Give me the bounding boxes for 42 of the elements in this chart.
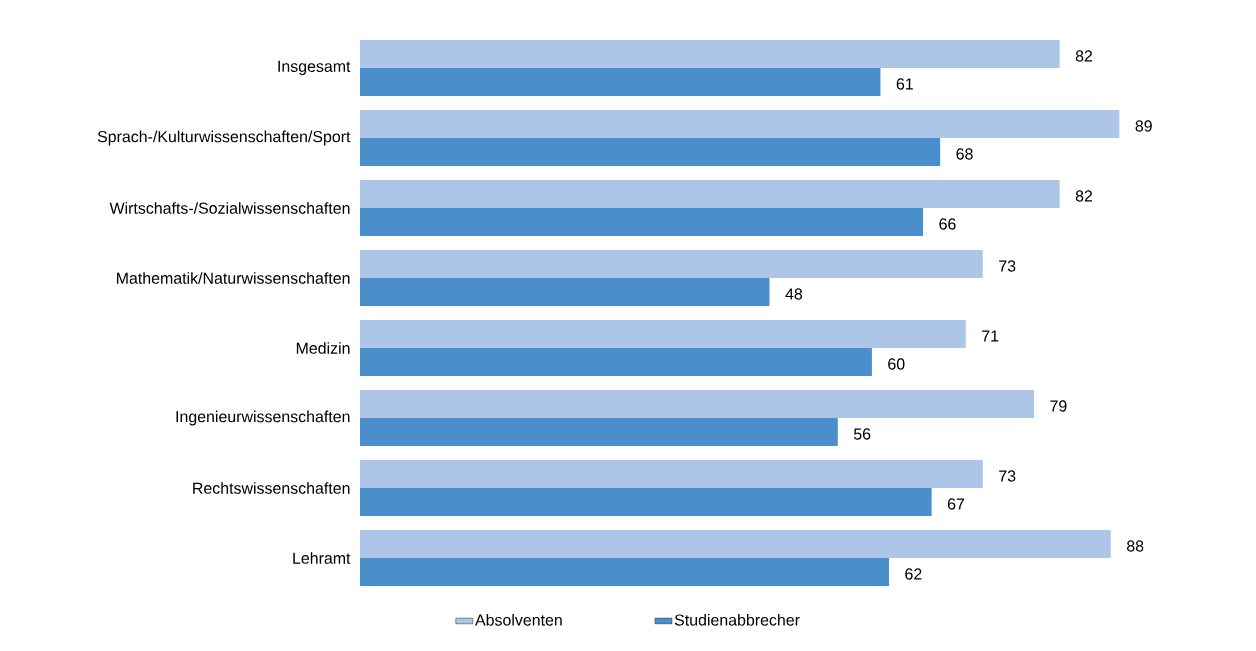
bar [360, 250, 983, 278]
bar [360, 558, 889, 586]
data-label: 62 [905, 568, 922, 580]
y-tick-label: Mathematik/Naturwissenschaften [117, 272, 350, 284]
data-label: 73 [999, 260, 1016, 272]
y-tick-label: Medizin [296, 342, 350, 354]
y-tick-label: Ingenieurwissenschaften [176, 410, 350, 426]
y-tick-label: Lehramt [293, 552, 351, 564]
bar [360, 488, 932, 516]
bar [360, 278, 770, 306]
bar [360, 320, 966, 348]
bar [360, 138, 941, 166]
legend-label: Studienabbrecher [674, 613, 800, 626]
bar [360, 110, 1120, 138]
bar [360, 348, 872, 376]
data-label: 48 [785, 288, 803, 300]
bar [360, 68, 881, 96]
y-tick-label: Sprach-/Kulturwissenschaften/Sport [97, 130, 351, 146]
bar [360, 390, 1035, 418]
data-label: 68 [956, 148, 973, 160]
data-label: 82 [1075, 190, 1093, 202]
y-tick-label: Insgesamt [278, 60, 351, 76]
data-label: 89 [1135, 120, 1152, 132]
bar [360, 418, 838, 446]
bar [360, 208, 924, 236]
bar [360, 530, 1111, 558]
bar [360, 40, 1060, 68]
data-label: 60 [888, 358, 905, 370]
data-label: 88 [1127, 540, 1144, 552]
bar [360, 180, 1060, 208]
data-label: 82 [1075, 50, 1093, 62]
data-label: 71 [982, 330, 999, 342]
y-tick-label: Rechtswissenschaften [193, 482, 350, 494]
bar [360, 460, 983, 488]
legend-label: Absolventen [475, 613, 562, 626]
y-tick-label: Wirtschafts-/Sozialwissenschaften [109, 202, 350, 214]
data-label: 56 [853, 428, 871, 440]
data-label: 61 [896, 78, 913, 90]
data-label: 79 [1050, 400, 1067, 412]
data-label: 73 [999, 470, 1016, 482]
data-label: 67 [947, 498, 965, 510]
data-label: 66 [939, 218, 956, 230]
